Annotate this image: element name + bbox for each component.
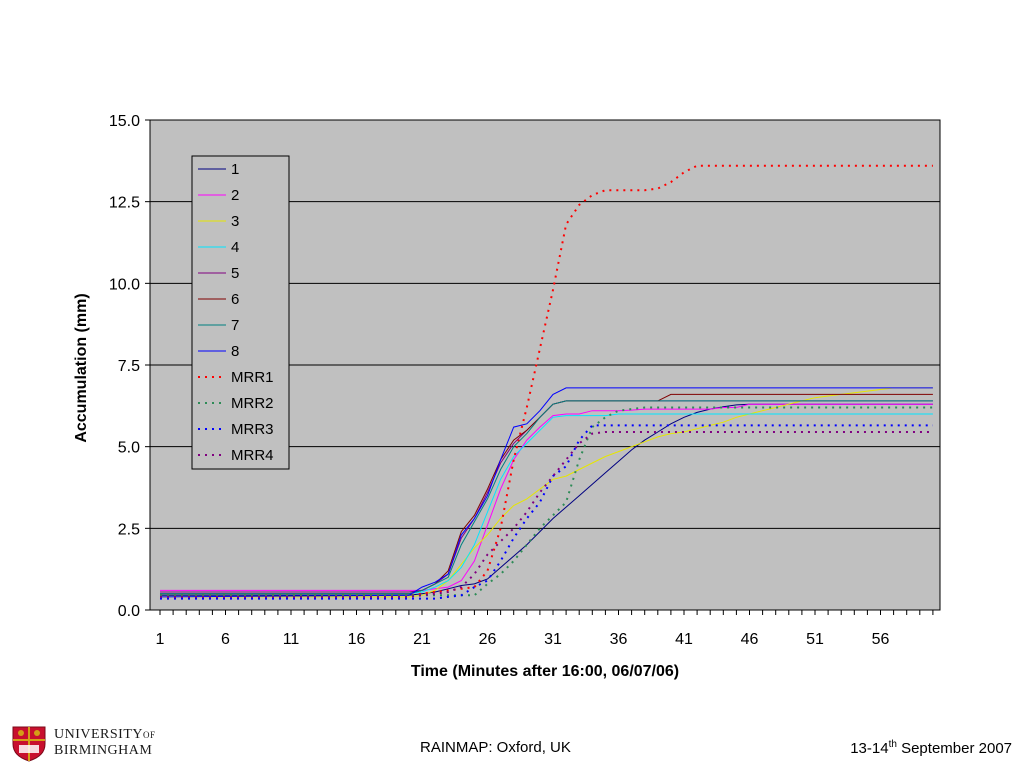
x-tick-label: 16: [348, 631, 366, 648]
legend-label-mrr1: MRR1: [231, 369, 274, 386]
x-axis-title: Time (Minutes after 16:00, 06/07/06): [411, 663, 679, 680]
x-tick-label: 31: [544, 631, 562, 648]
university-of: OF: [143, 730, 156, 740]
x-tick-label: 1: [156, 631, 165, 648]
x-tick-label: 21: [413, 631, 431, 648]
date-sup: th: [888, 739, 897, 750]
series-lines: [159, 164, 933, 600]
legend-label-3: 3: [231, 213, 239, 230]
series-line-2: [160, 403, 933, 591]
date-suffix: September 2007: [896, 740, 1012, 757]
legend-label-8: 8: [231, 343, 239, 360]
y-axis-title: Accumulation (mm): [73, 293, 90, 442]
footer-date: 13-14th September 2007: [850, 739, 1012, 757]
legend: 1 2 3 4 5 6 7 8 MRR1 MRR2 MRR3 MRR4: [191, 155, 290, 470]
legend-label-mrr3: MRR3: [231, 421, 274, 438]
y-axis: 0.0 2.5 5.0 7.5 10.0 12.5 15.0: [109, 113, 151, 620]
footer-title: RAINMAP: Oxford, UK: [420, 739, 571, 756]
x-tick-label: 41: [675, 631, 693, 648]
series-line-7: [160, 400, 933, 595]
series-line-4: [160, 413, 933, 595]
crest-icon: [12, 726, 46, 762]
legend-label-4: 4: [231, 239, 239, 256]
series-line-mrr2: [160, 406, 933, 597]
university-line1: UNIVERSITY: [54, 727, 143, 742]
y-tick-label: 12.5: [109, 195, 140, 212]
y-tick-label: 0.0: [118, 603, 140, 620]
legend-label-6: 6: [231, 291, 239, 308]
date-prefix: 13-14: [850, 740, 889, 757]
x-tick-label: 46: [741, 631, 759, 648]
x-tick-label: 51: [806, 631, 824, 648]
series-line-8: [159, 387, 933, 598]
y-tick-label: 7.5: [118, 358, 140, 375]
series-line-mrr3: [160, 424, 933, 600]
legend-box: [191, 155, 290, 470]
series-line-mrr4: [160, 431, 933, 598]
university-line2: BIRMINGHAM: [54, 743, 153, 758]
legend-label-mrr2: MRR2: [231, 395, 274, 412]
university-logo: [10, 724, 200, 764]
legend-label-2: 2: [231, 187, 239, 204]
x-tick-label: 36: [610, 631, 628, 648]
legend-label-1: 1: [231, 161, 239, 178]
legend-label-mrr4: MRR4: [231, 447, 274, 464]
legend-label-5: 5: [231, 265, 239, 282]
x-tick-label: 11: [283, 631, 300, 648]
y-tick-label: 2.5: [118, 521, 140, 538]
x-tick-label: 26: [479, 631, 497, 648]
university-name: UNIVERSITYOF BIRMINGHAM: [54, 727, 156, 759]
y-tick-label: 5.0: [118, 440, 140, 457]
x-axis: 1 6 11 16 21 26 31 36 41 46 51 56: [156, 610, 934, 648]
y-tick-label: 15.0: [109, 113, 140, 130]
y-tick-label: 10.0: [109, 276, 140, 293]
series-line-6: [160, 393, 933, 595]
x-tick-label: 6: [221, 631, 230, 648]
x-tick-label: 56: [872, 631, 890, 648]
accumulation-chart: 0.02.55.07.510.012.515.0 1 6 11 16 21 26 31 36 4…: [73, 113, 941, 680]
legend-label-7: 7: [231, 317, 239, 334]
